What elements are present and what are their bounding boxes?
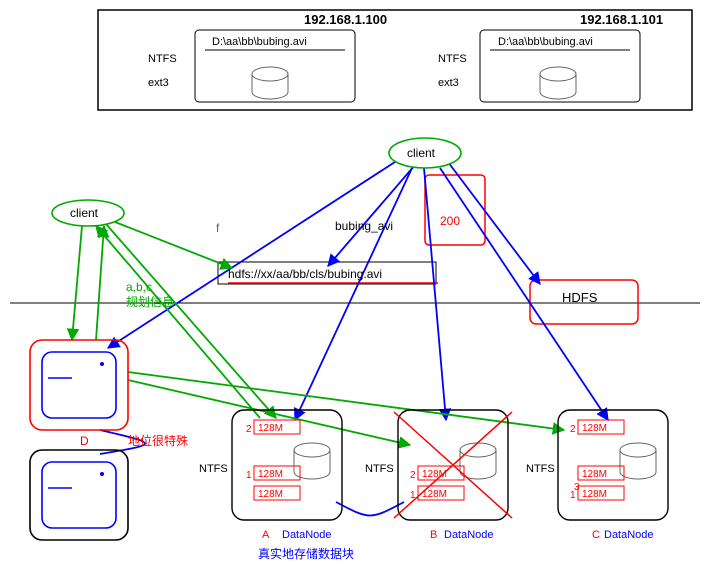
host-box-0: 192.168.1.100 D:\aa\bb\bubing.avi NTFS ext3 [148,12,387,102]
edge [424,168,446,420]
edge [295,168,412,420]
edge [115,222,232,268]
edge [128,372,564,430]
fs-label: NTFS [365,463,394,475]
block-size: 128M [422,489,447,500]
label-rule: 规划信息 [126,294,174,309]
block-num: 2 [570,424,576,435]
block-num: 1 [246,470,252,481]
label-D: D [80,434,89,448]
label-pos: 地位很特殊 [128,433,188,448]
host-path: D:\aa\bb\bubing.avi [212,36,307,48]
host-ip: 192.168.1.100 [304,12,387,27]
datanode-letter: C [592,529,600,541]
block-size: 128M [258,423,283,434]
datanode-letter: B [430,529,437,541]
fs-ext3: ext3 [148,77,169,89]
client-label: client [407,146,436,160]
svg-text:3: 3 [574,482,580,493]
edge [336,502,404,516]
edge [96,226,260,418]
datanode-label: DataNode [444,529,494,541]
datanode-letter: A [262,529,270,541]
label-real: 真实地存储数据块 [258,546,354,561]
datanode-C: NTFS128M2128M128M13CDataNode [526,410,668,541]
datanode-B: NTFS128M2128M1BDataNode [365,410,512,541]
diagram-canvas: 192.168.1.100 D:\aa\bb\bubing.avi NTFS ext3… [0,0,705,577]
edge [328,165,415,266]
edge [108,160,398,348]
block-size: 128M [582,489,607,500]
namenode-box-0 [30,340,128,430]
fs-ntfs: NTFS [438,53,467,65]
host-box-1: 192.168.1.101 D:\aa\bb\bubing.avi NTFS ext3 [438,12,663,102]
block-size: 128M [582,423,607,434]
namenode-box-1 [30,450,128,540]
edge [96,226,104,340]
block-size: 128M [258,469,283,480]
client-top: client [389,138,461,168]
client-left: client [52,200,124,226]
block-num: 2 [246,424,252,435]
fs-label: NTFS [526,463,555,475]
hdfs-label: HDFS [562,290,598,305]
block-num: 2 [410,470,416,481]
label-abc: a,b,c [126,280,152,294]
datanode-label: DataNode [282,529,332,541]
label-f: f [216,221,220,235]
fs-label: NTFS [199,463,228,475]
client-label: client [70,206,99,220]
edge [448,162,540,284]
block-size: 128M [258,489,283,500]
label-bubing: bubing_avi [335,219,393,233]
label-hdfs-path: hdfs://xx/aa/bb/cls/bubing.avi [228,267,382,281]
box-200 [425,175,485,245]
block-size: 128M [582,469,607,480]
label-200: 200 [440,214,460,228]
host-path: D:\aa\bb\bubing.avi [498,36,593,48]
edge [72,226,82,340]
datanode-label: DataNode [604,529,654,541]
host-ip: 192.168.1.101 [580,12,663,27]
datanode-A: NTFS 128M 2 128M 1 128M A DataNode [199,410,342,541]
fs-ext3: ext3 [438,77,459,89]
fs-ntfs: NTFS [148,53,177,65]
